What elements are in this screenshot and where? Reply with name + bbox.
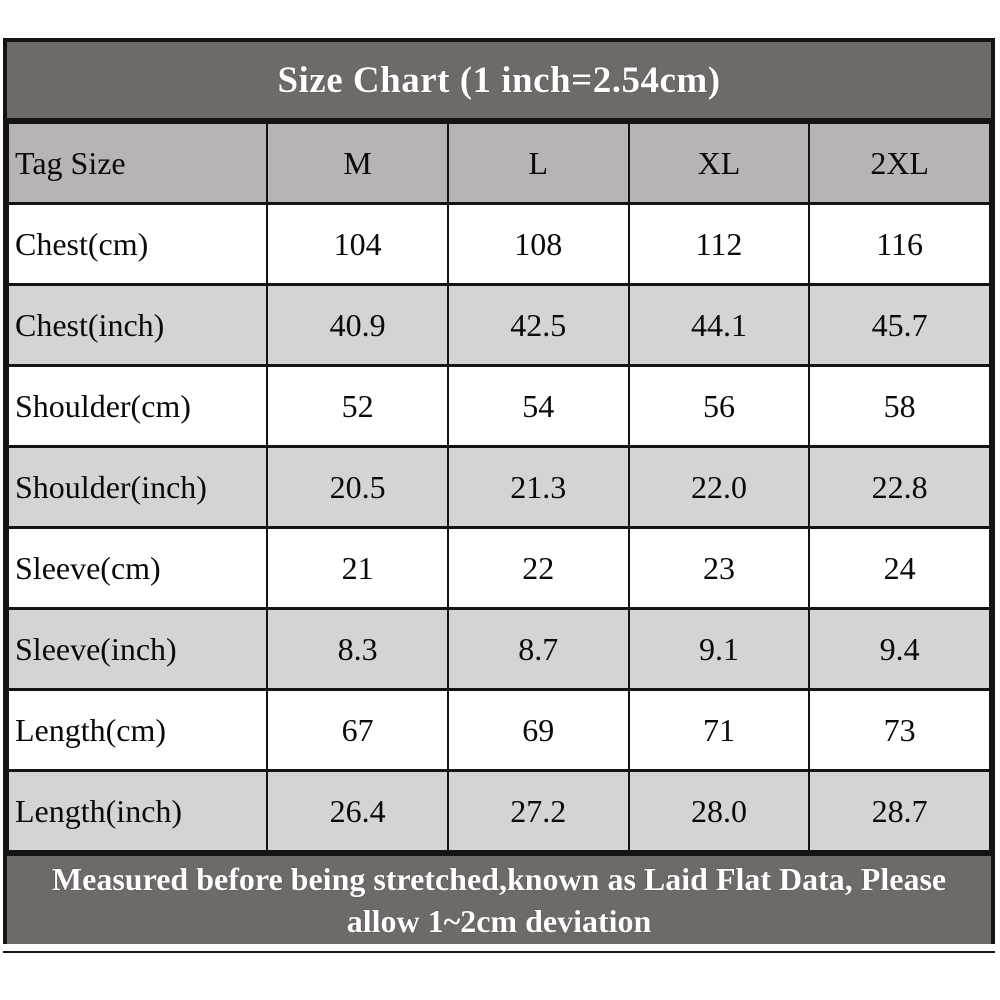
size-value-cell: 22 — [446, 526, 630, 610]
size-value-cell: 45.7 — [808, 283, 991, 367]
size-value-cell: 23 — [627, 526, 811, 610]
column-header-tag-size: Tag Size — [6, 121, 269, 205]
size-value-cell: 112 — [627, 202, 811, 286]
size-table: Tag Size M L XL 2XL Chest(cm) 104 108 11… — [6, 121, 991, 853]
size-value-cell: 116 — [808, 202, 991, 286]
size-value-cell: 22.8 — [808, 445, 991, 529]
column-header-xl: XL — [627, 121, 811, 205]
size-value-cell: 28.0 — [627, 769, 811, 853]
size-value-cell: 71 — [627, 688, 811, 772]
table-row-length-inch: Length(inch) 26.4 27.2 28.0 28.7 — [6, 769, 991, 853]
row-label: Length(inch) — [6, 769, 269, 853]
size-value-cell: 56 — [627, 364, 811, 448]
size-value-cell: 9.1 — [627, 607, 811, 691]
size-value-cell: 21 — [266, 526, 449, 610]
size-value-cell: 44.1 — [627, 283, 811, 367]
size-value-cell: 28.7 — [808, 769, 991, 853]
size-value-cell: 104 — [266, 202, 449, 286]
header-row: Tag Size M L XL 2XL — [6, 121, 991, 205]
table-row-shoulder-cm: Shoulder(cm) 52 54 56 58 — [6, 364, 991, 448]
size-value-cell: 73 — [808, 688, 991, 772]
size-value-cell: 40.9 — [266, 283, 449, 367]
size-value-cell: 42.5 — [446, 283, 630, 367]
row-label: Sleeve(cm) — [6, 526, 269, 610]
row-label: Sleeve(inch) — [6, 607, 269, 691]
row-label: Shoulder(inch) — [6, 445, 269, 529]
size-value-cell: 58 — [808, 364, 991, 448]
bottom-rule — [3, 951, 995, 954]
table-row-length-cm: Length(cm) 67 69 71 73 — [6, 688, 991, 772]
row-label: Chest(inch) — [6, 283, 269, 367]
size-value-cell: 108 — [446, 202, 630, 286]
size-value-cell: 22.0 — [627, 445, 811, 529]
chart-title: Size Chart (1 inch=2.54cm) — [7, 42, 991, 121]
size-value-cell: 9.4 — [808, 607, 991, 691]
size-value-cell: 21.3 — [446, 445, 630, 529]
size-value-cell: 26.4 — [266, 769, 449, 853]
row-label: Chest(cm) — [6, 202, 269, 286]
column-header-m: M — [266, 121, 449, 205]
size-value-cell: 69 — [446, 688, 630, 772]
size-value-cell: 67 — [266, 688, 449, 772]
row-label: Shoulder(cm) — [6, 364, 269, 448]
size-value-cell: 27.2 — [446, 769, 630, 853]
size-value-cell: 8.7 — [446, 607, 630, 691]
size-value-cell: 20.5 — [266, 445, 449, 529]
table-row-chest-inch: Chest(inch) 40.9 42.5 44.1 45.7 — [6, 283, 991, 367]
table-row-chest-cm: Chest(cm) 104 108 112 116 — [6, 202, 991, 286]
table-row-sleeve-inch: Sleeve(inch) 8.3 8.7 9.1 9.4 — [6, 607, 991, 691]
column-header-l: L — [446, 121, 630, 205]
size-value-cell: 24 — [808, 526, 991, 610]
table-row-sleeve-cm: Sleeve(cm) 21 22 23 24 — [6, 526, 991, 610]
measurement-note: Measured before being stretched,known as… — [7, 853, 991, 945]
size-value-cell: 52 — [266, 364, 449, 448]
table-row-shoulder-inch: Shoulder(inch) 20.5 21.3 22.0 22.8 — [6, 445, 991, 529]
row-label: Length(cm) — [6, 688, 269, 772]
size-value-cell: 54 — [446, 364, 630, 448]
column-header-2xl: 2XL — [808, 121, 991, 205]
size-value-cell: 8.3 — [266, 607, 449, 691]
size-chart-table: Size Chart (1 inch=2.54cm) Tag Size M L … — [3, 38, 995, 954]
